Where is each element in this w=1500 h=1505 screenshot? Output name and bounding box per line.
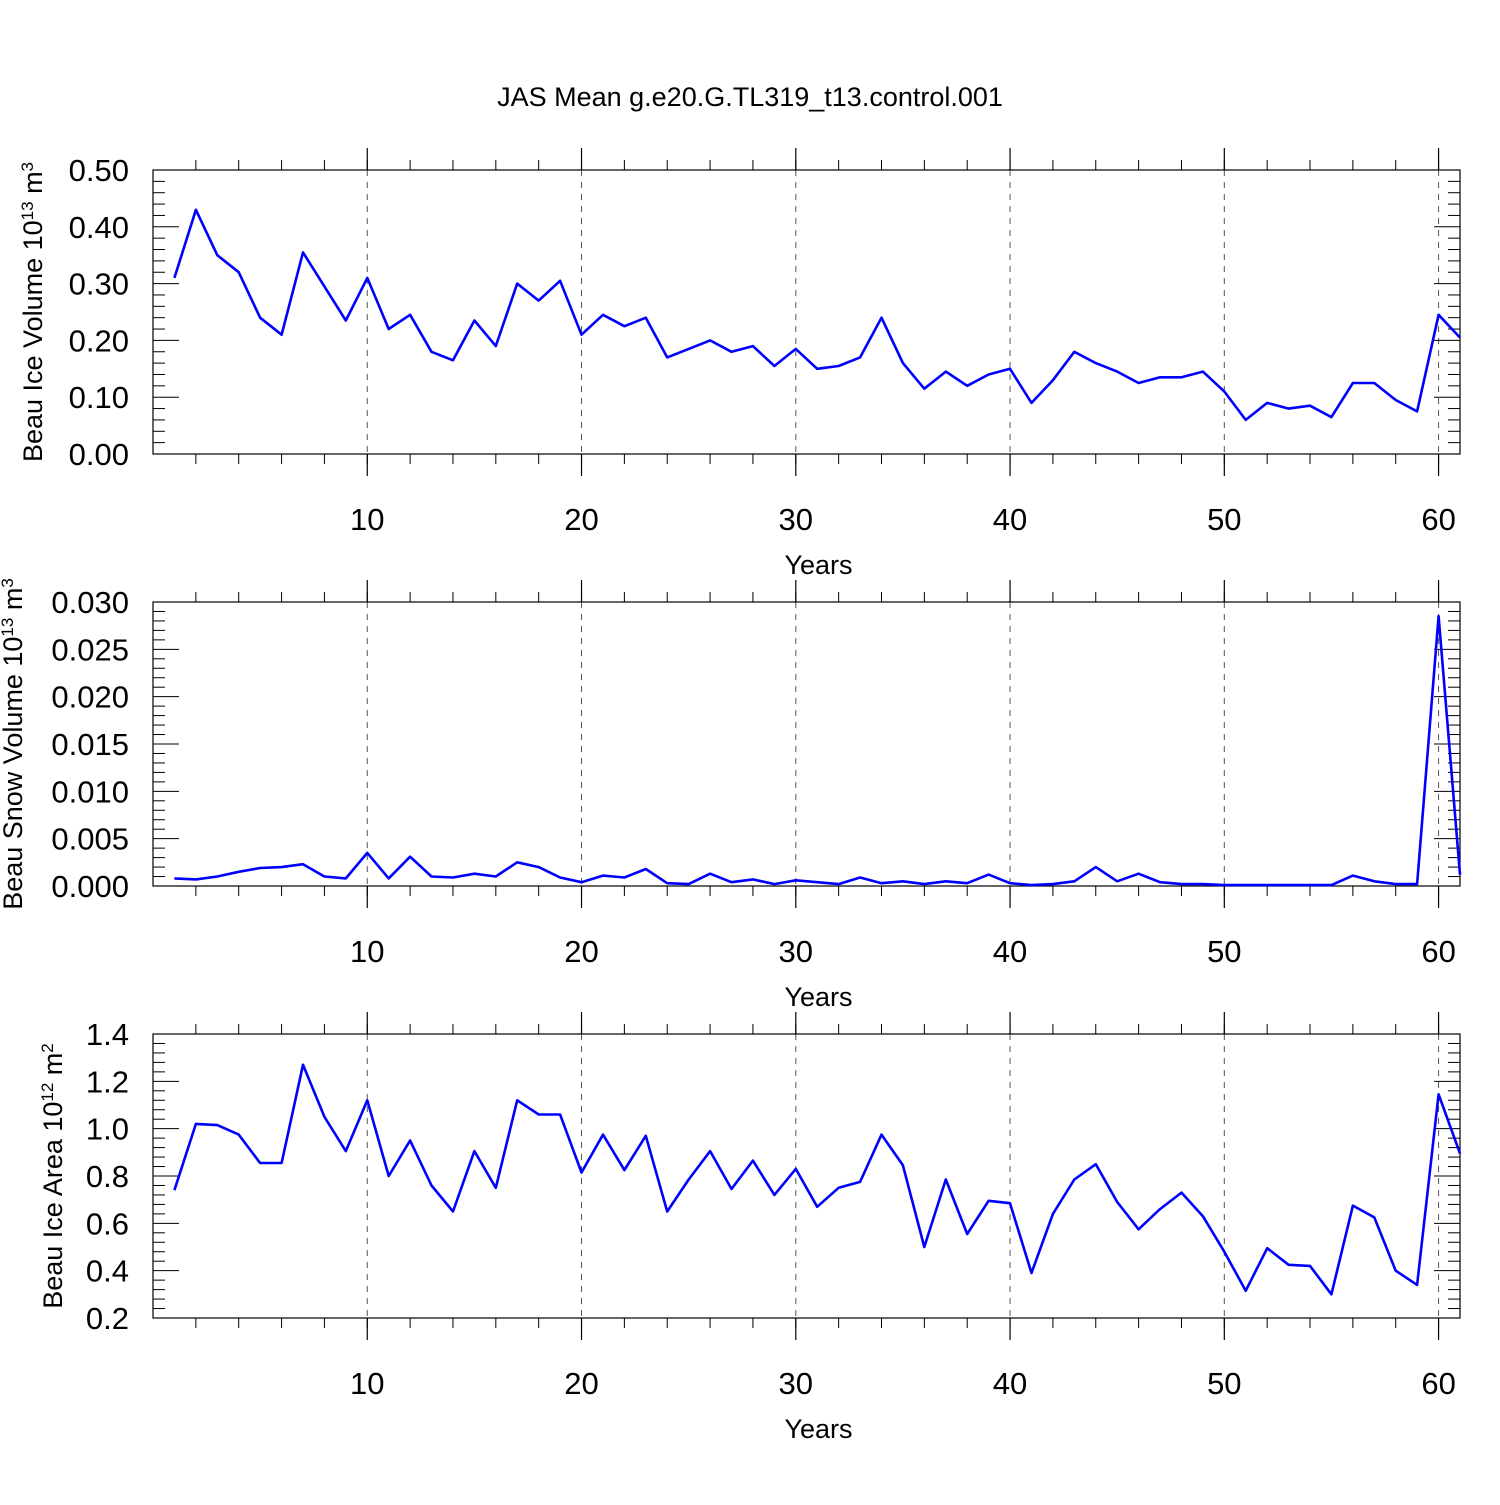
x-tick-label: 60 xyxy=(1421,1366,1455,1401)
plot-frame xyxy=(153,602,1460,886)
x-tick-label: 10 xyxy=(350,934,384,969)
plot-frame xyxy=(153,1034,1460,1318)
y-tick-label: 0.50 xyxy=(69,153,129,188)
y-axis-label: Beau Snow Volume 1013 m3 xyxy=(0,578,28,910)
y-tick-label: 0.025 xyxy=(51,632,129,667)
x-tick-label: 20 xyxy=(564,502,598,537)
x-axis-label: Years xyxy=(784,982,852,1012)
y-tick-label: 0.020 xyxy=(51,680,129,715)
x-tick-label: 40 xyxy=(993,1366,1027,1401)
y-tick-label: 0.40 xyxy=(69,210,129,245)
y-tick-label: 0.010 xyxy=(51,774,129,809)
y-tick-label: 1.4 xyxy=(86,1017,129,1052)
y-tick-label: 1.0 xyxy=(86,1112,129,1147)
y-tick-label: 0.00 xyxy=(69,437,129,472)
y-tick-label: 0.20 xyxy=(69,323,129,358)
x-tick-label: 30 xyxy=(779,934,813,969)
y-axis-label: Beau Ice Area 1012 m2 xyxy=(38,1043,69,1309)
chart-title: JAS Mean g.e20.G.TL319_t13.control.001 xyxy=(0,82,1500,113)
y-tick-label: 0.005 xyxy=(51,822,129,857)
y-tick-label: 0.2 xyxy=(86,1301,129,1336)
x-tick-label: 50 xyxy=(1207,502,1241,537)
y-tick-label: 0.030 xyxy=(51,585,129,620)
x-tick-label: 60 xyxy=(1421,502,1455,537)
y-tick-label: 1.2 xyxy=(86,1064,129,1099)
y-tick-label: 0.10 xyxy=(69,380,129,415)
y-tick-label: 0.4 xyxy=(86,1254,129,1289)
chart-panel-1: 10 20 30 40 50 60 0.00 0.10 0.20 0.30 0.40 0.50 Year… xyxy=(18,148,1461,580)
x-axis-label: Years xyxy=(784,550,852,580)
y-tick-label: 0.6 xyxy=(86,1206,129,1241)
x-tick-label: 50 xyxy=(1207,934,1241,969)
x-tick-label: 30 xyxy=(779,502,813,537)
x-tick-label: 10 xyxy=(350,1366,384,1401)
y-tick-label: 0.000 xyxy=(51,869,129,904)
x-tick-label: 60 xyxy=(1421,934,1455,969)
x-axis-label: Years xyxy=(784,1414,852,1444)
y-tick-label: 0.8 xyxy=(86,1159,129,1194)
x-tick-label: 20 xyxy=(564,1366,598,1401)
y-tick-label: 0.30 xyxy=(69,267,129,302)
x-tick-label: 10 xyxy=(350,502,384,537)
x-tick-label: 20 xyxy=(564,934,598,969)
y-axis-label: Beau Ice Volume 1013 m3 xyxy=(18,162,49,462)
x-tick-label: 30 xyxy=(779,1366,813,1401)
chart-panel-3: 10 20 30 40 50 60 0.2 0.4 0.6 0.8 1.0 1.2 1.4 Years Be… xyxy=(38,1012,1461,1444)
y-tick-label: 0.015 xyxy=(51,727,129,762)
chart-panel-2: 10 20 30 40 50 60 0.000 0.005 0.010 0.015 0.020 0.0… xyxy=(0,578,1460,1012)
x-tick-label: 40 xyxy=(993,502,1027,537)
x-tick-label: 50 xyxy=(1207,1366,1241,1401)
x-tick-label: 40 xyxy=(993,934,1027,969)
